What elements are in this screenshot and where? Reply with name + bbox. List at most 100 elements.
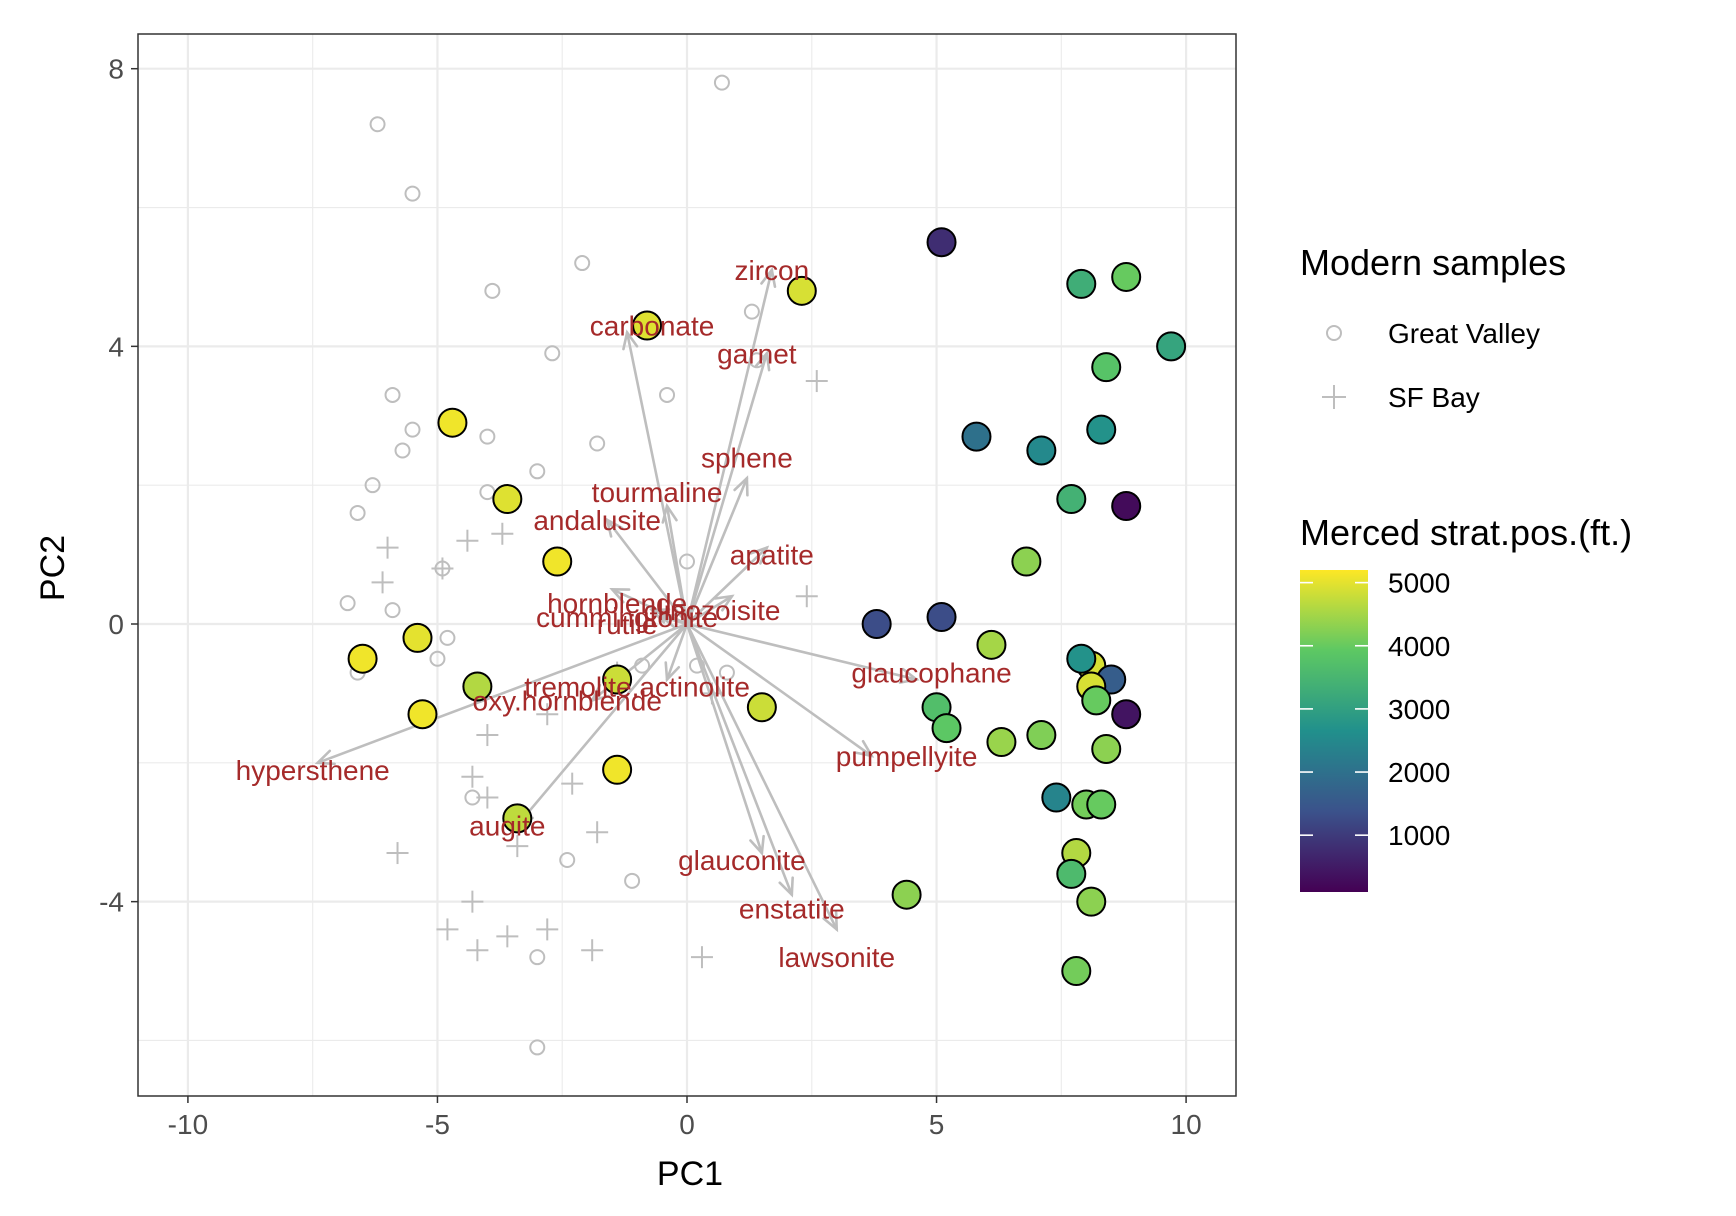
sf-bay-point bbox=[431, 557, 454, 580]
merced-point bbox=[502, 803, 533, 834]
loading-label-carbonate: carbonate bbox=[590, 311, 715, 342]
loading-arrow-glauconite bbox=[685, 622, 765, 857]
loading-label-oxy-hornblende: oxy.hornblende bbox=[473, 685, 662, 716]
sf-bay-point bbox=[376, 536, 399, 559]
sf-bay-point bbox=[795, 585, 818, 608]
merced-point bbox=[1156, 331, 1187, 362]
sf-bay-point bbox=[371, 571, 394, 594]
great-valley-point bbox=[369, 116, 386, 133]
loading-label-tremolite-actinolite: tremolite.actinolite bbox=[524, 671, 750, 702]
merced-point bbox=[402, 622, 433, 653]
loading-arrow-apatite bbox=[685, 545, 770, 626]
great-valley-point bbox=[404, 185, 421, 202]
merced-point bbox=[1091, 352, 1122, 383]
legend-label-sf-bay: SF Bay bbox=[1388, 382, 1480, 413]
loading-label-sphene: sphene bbox=[701, 442, 793, 473]
colorbar bbox=[1300, 570, 1368, 892]
colorbar-break-label: 5000 bbox=[1388, 568, 1450, 599]
x-tick-label: -5 bbox=[425, 1109, 450, 1140]
sf-bay-point bbox=[581, 939, 604, 962]
merced-point bbox=[746, 692, 777, 723]
merced-point bbox=[1086, 789, 1117, 820]
merced-point bbox=[1026, 720, 1057, 751]
loading-arrows-layer bbox=[314, 266, 920, 933]
loading-arrow-sphene bbox=[685, 475, 749, 626]
great-valley-point bbox=[589, 435, 606, 452]
x-axis-title: PC1 bbox=[657, 1155, 723, 1193]
great-valley-point bbox=[349, 504, 366, 521]
loading-label-hypersthene: hypersthene bbox=[236, 755, 390, 786]
merced-point bbox=[1066, 643, 1097, 674]
loading-arrow-tremolite-actinolite bbox=[664, 622, 689, 683]
loading-arrow-andalusite bbox=[605, 517, 689, 626]
merced-point bbox=[1056, 484, 1087, 515]
sf-bay-point bbox=[561, 772, 584, 795]
loading-arrow-glaucophane bbox=[685, 622, 920, 684]
sf-bay-point bbox=[506, 835, 529, 858]
great-valley-point bbox=[679, 553, 695, 570]
loading-arrow-lawsonite bbox=[685, 622, 839, 933]
legend-label-great-valley: Great Valley bbox=[1388, 318, 1540, 349]
loading-arrow-hypersthene bbox=[314, 622, 689, 766]
modern-samples-layer bbox=[339, 74, 828, 1056]
great-valley-point bbox=[544, 345, 561, 362]
merced-point bbox=[1086, 414, 1117, 445]
merced-point bbox=[407, 699, 438, 730]
loading-label-pumpellyite: pumpellyite bbox=[836, 741, 978, 772]
loading-arrow-zircon bbox=[685, 266, 777, 626]
merced-point bbox=[632, 310, 663, 341]
sf-bay-point bbox=[456, 529, 479, 552]
merced-point bbox=[1081, 685, 1112, 716]
great-valley-point bbox=[529, 949, 546, 966]
loading-label-zircon: zircon bbox=[734, 255, 809, 286]
great-valley-point bbox=[574, 255, 591, 272]
great-valley-point bbox=[404, 421, 421, 438]
merced-point bbox=[462, 671, 493, 702]
loading-label-andalusite: andalusite bbox=[533, 505, 661, 536]
great-valley-point bbox=[529, 463, 546, 480]
merced-point bbox=[976, 629, 1007, 660]
merced-point bbox=[492, 484, 523, 515]
legend-key-sf-bay bbox=[1322, 385, 1346, 409]
sf-bay-point bbox=[496, 925, 519, 948]
sf-bay-point bbox=[690, 946, 713, 969]
loading-label-rutile: rutile bbox=[597, 609, 658, 640]
merced-point bbox=[602, 664, 633, 695]
merced-point bbox=[1026, 435, 1057, 466]
great-valley-point bbox=[339, 595, 356, 612]
modern-samples-legend: Modern samples Great Valley SF Bay bbox=[1300, 242, 1566, 413]
x-tick-label: 0 bbox=[679, 1109, 695, 1140]
sf-bay-point bbox=[805, 370, 828, 393]
loading-arrow-tourmaline bbox=[661, 502, 689, 626]
modern-legend-title: Modern samples bbox=[1300, 242, 1566, 283]
merced-point bbox=[542, 546, 573, 577]
colorbar-legend-title: Merced strat.pos.(ft.) bbox=[1300, 512, 1632, 553]
sf-bay-point bbox=[476, 724, 499, 747]
loading-arrow-carbonate bbox=[622, 329, 689, 626]
merced-point bbox=[961, 421, 992, 452]
merced-point bbox=[1066, 268, 1097, 299]
great-valley-point bbox=[713, 74, 730, 91]
sf-bay-point bbox=[586, 821, 609, 844]
merced-point bbox=[1011, 546, 1042, 577]
legend-key-great-valley bbox=[1326, 325, 1342, 341]
great-valley-point bbox=[479, 428, 496, 445]
colorbar-break-label: 4000 bbox=[1388, 631, 1450, 662]
great-valley-point bbox=[659, 386, 676, 403]
loading-label-glauconite: glauconite bbox=[678, 845, 806, 876]
great-valley-point bbox=[484, 282, 501, 299]
x-tick-label: 10 bbox=[1171, 1109, 1202, 1140]
loading-label-garnet: garnet bbox=[717, 338, 797, 369]
sf-bay-point bbox=[461, 765, 484, 788]
merced-point bbox=[861, 609, 892, 639]
merced-point bbox=[1111, 261, 1142, 292]
merced-point bbox=[986, 727, 1017, 757]
merced-point bbox=[1111, 491, 1142, 521]
loading-label-glaucophane: glaucophane bbox=[851, 658, 1011, 689]
great-valley-point bbox=[718, 664, 735, 681]
great-valley-point bbox=[743, 303, 760, 320]
x-tick-label: 5 bbox=[929, 1109, 945, 1140]
